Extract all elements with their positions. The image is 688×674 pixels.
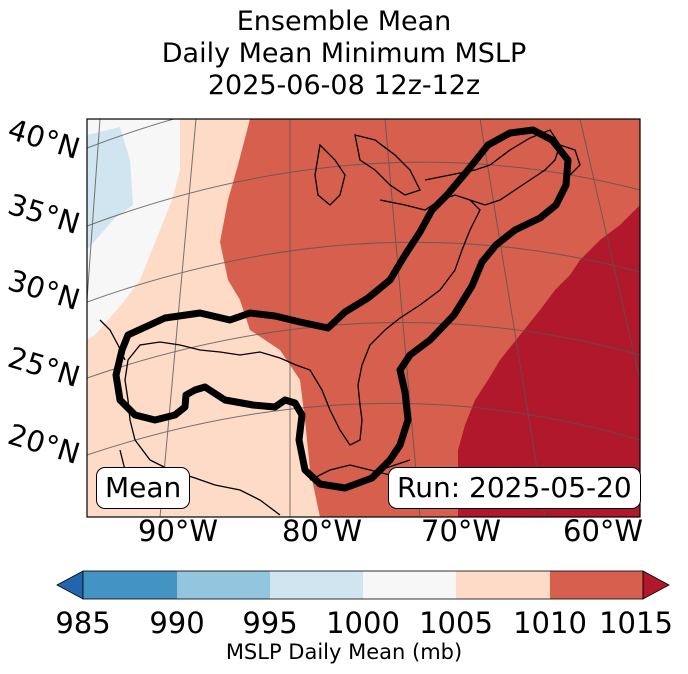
colorbar-tick-995: 995 (242, 606, 298, 640)
colorbar-bin-985-990 (83, 571, 177, 599)
field-995-1000 (87, 127, 133, 250)
map-frame (86, 118, 641, 518)
title-line-1: Ensemble Mean (236, 6, 452, 37)
lon-label-60w: 60°W (563, 514, 644, 548)
title-line-3: 2025-06-08 12z-12z (207, 70, 481, 101)
colorbar-tick-1005: 1005 (419, 606, 493, 640)
colorbar (56, 570, 670, 600)
title-line-2: Daily Mean Minimum MSLP (161, 38, 527, 69)
colorbar-tick-1000: 1000 (326, 606, 400, 640)
run-date-box: Run: 2025-05-20 (388, 467, 641, 509)
colorbar-tick-990: 990 (149, 606, 205, 640)
lon-label-80w: 80°W (282, 514, 363, 548)
colorbar-bin-1000-1005 (363, 571, 456, 599)
colorbar-tick-1015: 1015 (599, 606, 673, 640)
colorbar-extend-low (56, 570, 84, 600)
lon-label-70w: 70°W (421, 514, 502, 548)
colorbar-bin-1010-1015 (550, 571, 643, 599)
lon-label-90w: 90°W (138, 514, 219, 548)
colorbar-bin-995-1000 (270, 571, 363, 599)
contour-outline (112, 126, 572, 492)
colorbar-bin-1005-1010 (456, 571, 550, 599)
colorbar-tick-985: 985 (55, 606, 111, 640)
colorbar-bin-990-995 (177, 571, 270, 599)
colorbar-tick-1010: 1010 (513, 606, 587, 640)
colorbar-extend-high (642, 570, 670, 600)
mean-box: Mean (96, 467, 191, 509)
colorbar-label: MSLP Daily Mean (mb) (225, 640, 463, 664)
field-above-1015 (458, 205, 640, 517)
